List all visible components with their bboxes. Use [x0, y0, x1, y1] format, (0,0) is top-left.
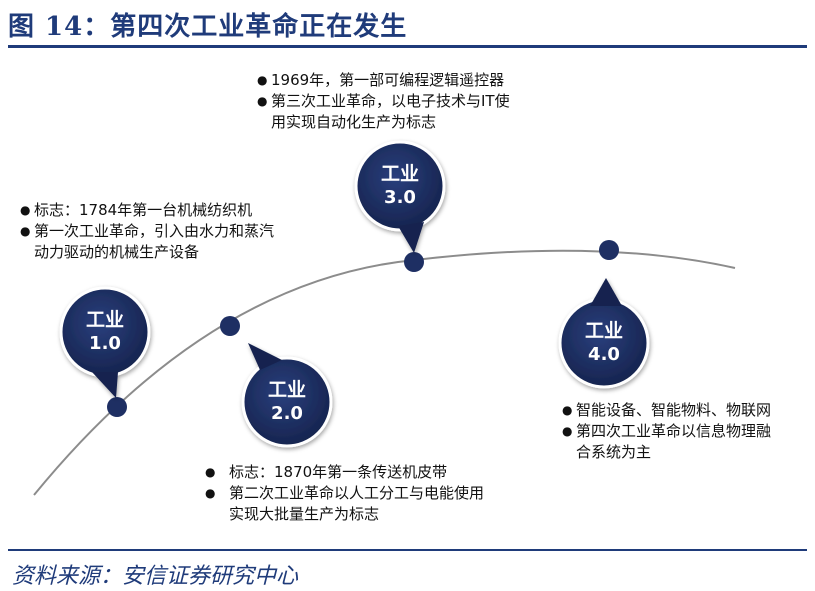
note-continuation: 合系统为主 — [576, 443, 652, 461]
bullet-icon: ● — [562, 424, 573, 438]
stage-2-name: 工业 — [267, 379, 306, 401]
stage-1-name: 工业 — [85, 309, 124, 331]
note-continuation: 实现大批量生产为标志 — [229, 505, 380, 523]
stage-3-version: 3.0 — [384, 187, 416, 208]
timeline-node-4 — [599, 240, 619, 260]
stage-4-version: 4.0 — [588, 344, 620, 365]
note-item: ● 智能设备、智能物料、物联网 — [562, 401, 772, 419]
source-note: 资料来源：安信证券研究中心 — [12, 564, 299, 589]
bullet-icon: ● — [205, 486, 216, 500]
note-item: ● 标志：1870年第一条传送机皮带 — [205, 463, 448, 481]
note-item: ● 第三次工业革命，以电子技术与IT使 — [257, 92, 510, 110]
bullet-icon: ● — [562, 403, 573, 417]
note-continuation: 动力驱动的机械生产设备 — [34, 243, 200, 261]
stage-label-3: 工业 3.0 — [360, 162, 440, 210]
stage-2-version: 2.0 — [271, 403, 303, 424]
note-item: ● 第二次工业革命以人工分工与电能使用 — [205, 484, 485, 502]
progress-curve — [33, 249, 736, 496]
stage-bubble-2 — [241, 343, 333, 448]
stage-label-2: 工业 2.0 — [247, 378, 327, 426]
note-item: ● 第一次工业革命，引入由水力和蒸汽 — [20, 222, 275, 240]
note-item: ● 1969年，第一部可编程逻辑遥控器 — [257, 71, 505, 89]
stage-bubble-3 — [354, 140, 446, 253]
stage-3-notes: ● 1969年，第一部可编程逻辑遥控器 ● 第三次工业革命，以电子技术与IT使 … — [257, 70, 510, 133]
note-continuation: 用实现自动化生产为标志 — [271, 113, 437, 131]
bullet-icon: ● — [257, 73, 268, 87]
footer-divider — [8, 549, 807, 551]
bullet-icon: ● — [20, 224, 31, 238]
timeline-node-2 — [220, 316, 240, 336]
stage-1-version: 1.0 — [89, 333, 121, 354]
stage-bubble-4 — [558, 278, 650, 389]
bullet-icon: ● — [205, 465, 216, 479]
figure-title: 图 14：第四次工业革命正在发生 — [8, 12, 408, 42]
timeline-node-1 — [107, 397, 127, 417]
timeline-node-3 — [404, 252, 424, 272]
note-item: ● 第四次工业革命以信息物理融 — [562, 422, 772, 440]
title-divider — [8, 45, 807, 48]
stage-4-notes: ● 智能设备、智能物料、物联网 ● 第四次工业革命以信息物理融 合系统为主 — [562, 400, 771, 463]
stage-bubble-1 — [59, 286, 151, 398]
bullet-icon: ● — [20, 203, 31, 217]
stage-2-notes: ● 标志：1870年第一条传送机皮带 ● 第二次工业革命以人工分工与电能使用 实… — [205, 462, 484, 525]
stage-label-1: 工业 1.0 — [65, 308, 145, 356]
stage-label-4: 工业 4.0 — [564, 319, 644, 367]
stage-3-name: 工业 — [380, 163, 419, 185]
stage-1-notes: ● 标志：1784年第一台机械纺织机 ● 第一次工业革命，引入由水力和蒸汽 动力… — [20, 200, 274, 263]
note-item: ● 标志：1784年第一台机械纺织机 — [20, 201, 253, 219]
bullet-icon: ● — [257, 94, 268, 108]
stage-4-name: 工业 — [584, 320, 623, 342]
